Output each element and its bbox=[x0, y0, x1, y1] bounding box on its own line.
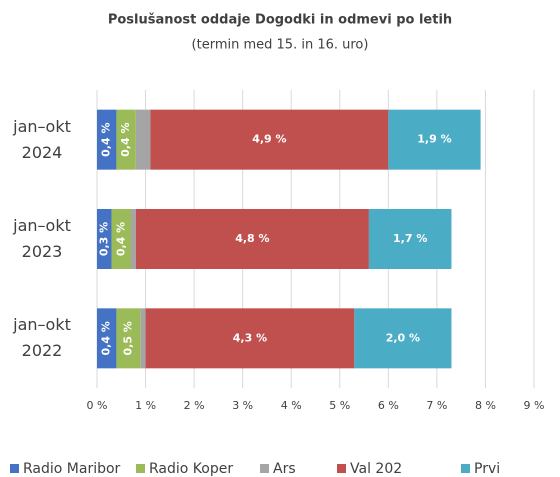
bar-segment bbox=[97, 109, 117, 170]
bar-segment bbox=[140, 308, 146, 369]
x-tick-label: 3 % bbox=[232, 399, 253, 412]
x-tick-label: 7 % bbox=[426, 399, 447, 412]
data-label: 4,9 % bbox=[252, 133, 286, 146]
legend-swatch bbox=[136, 464, 145, 473]
bar-segment bbox=[116, 109, 136, 170]
x-tick-label: 1 % bbox=[135, 399, 156, 412]
x-tick-label: 6 % bbox=[378, 399, 399, 412]
bar-segment bbox=[111, 209, 131, 269]
legend-label: Radio Maribor bbox=[23, 461, 121, 477]
data-label: 4,8 % bbox=[235, 232, 269, 245]
bar-segment bbox=[150, 109, 389, 170]
legend-swatch bbox=[260, 464, 269, 473]
bar-segment bbox=[145, 308, 355, 369]
bar-segment bbox=[97, 308, 117, 369]
x-tick-label: 0 % bbox=[87, 399, 108, 412]
data-label: 2,0 % bbox=[386, 331, 420, 344]
legend-label: Ars bbox=[273, 461, 296, 477]
bar-segment bbox=[135, 109, 151, 170]
bar-segment bbox=[368, 209, 452, 269]
y-tick-label: jan–okt 2024 bbox=[13, 116, 71, 162]
data-label: 0,4 % bbox=[100, 321, 113, 355]
legend-swatch bbox=[461, 464, 470, 473]
data-label: 1,9 % bbox=[417, 133, 451, 146]
bar-segment bbox=[135, 209, 369, 269]
x-tick-label: 4 % bbox=[281, 399, 302, 412]
data-label: 1,7 % bbox=[393, 232, 427, 245]
data-label: 0,4 % bbox=[119, 122, 132, 156]
x-tick-label: 2 % bbox=[184, 399, 205, 412]
x-tick-label: 8 % bbox=[475, 399, 496, 412]
legend-swatch bbox=[337, 464, 346, 473]
data-label: 4,3 % bbox=[233, 331, 267, 344]
data-label: 0,4 % bbox=[100, 122, 113, 156]
legend-label: Radio Koper bbox=[149, 461, 233, 477]
legend-swatch bbox=[10, 464, 19, 473]
bar-segment bbox=[97, 209, 112, 269]
legend-label: Prvi bbox=[474, 461, 500, 477]
bar-segment bbox=[354, 308, 452, 369]
data-label: 0,4 % bbox=[114, 222, 127, 256]
bar-segment bbox=[388, 109, 481, 170]
data-label: 0,3 % bbox=[97, 222, 110, 256]
y-tick-label: jan–okt 2022 bbox=[13, 315, 71, 361]
legend-label: Val 202 bbox=[350, 461, 402, 477]
chart-subtitle: (termin med 15. in 16. uro) bbox=[192, 38, 369, 53]
x-tick-label: 5 % bbox=[329, 399, 350, 412]
bar-segment bbox=[116, 308, 141, 369]
data-label: 0,5 % bbox=[122, 321, 135, 355]
x-tick-label: 9 % bbox=[524, 399, 545, 412]
bar-segment bbox=[130, 209, 136, 269]
y-tick-label: jan–okt 2023 bbox=[13, 216, 71, 261]
chart-title: Poslušanost oddaje Dogodki in odmevi po … bbox=[108, 13, 452, 28]
